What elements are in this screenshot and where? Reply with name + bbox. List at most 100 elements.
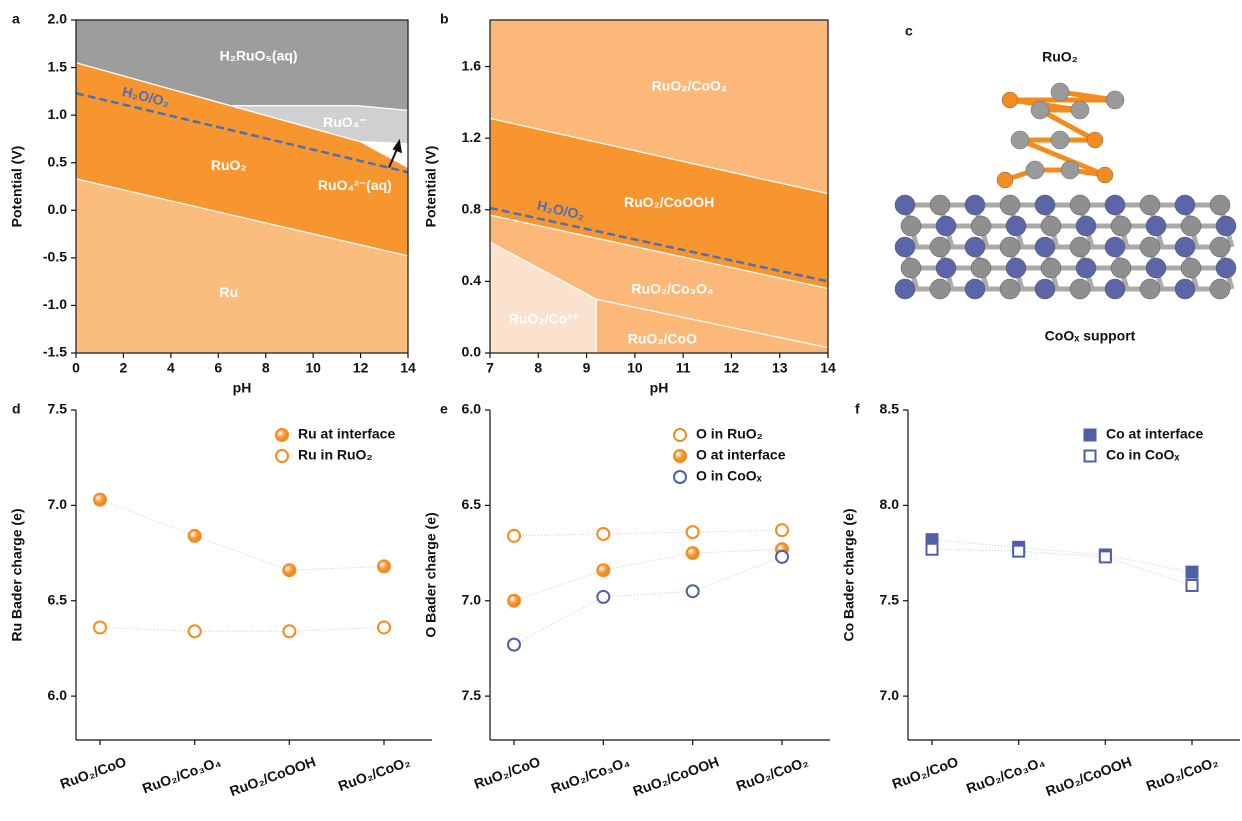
x-tick-label: 7 (486, 360, 494, 376)
y-tick-label: 1.0 (48, 106, 68, 122)
atom (1181, 258, 1201, 278)
atom (965, 237, 985, 257)
series-line (932, 540, 1192, 572)
legend-label: O in CoOₓ (696, 468, 763, 484)
atom (1051, 131, 1069, 149)
x-tick-label: 0 (72, 360, 80, 376)
x-tick-label: 8 (534, 360, 542, 376)
figure: H₂RuO₅(aq)RuO₄⁻RuO₄²⁻(aq)RuO₂RuH₂O/O₂024… (0, 0, 1242, 821)
region-label: RuO₂/Co₃O₄ (631, 280, 713, 296)
y-tick-label: 7.5 (48, 401, 68, 417)
x-tick-label: 14 (400, 360, 416, 376)
y-tick-label: 7.5 (880, 591, 900, 607)
atom (1210, 279, 1230, 299)
x-axis-title: pH (233, 380, 252, 396)
x-tick-label: RuO₂/CoO₂ (336, 753, 412, 794)
atom (936, 216, 956, 236)
marker (283, 625, 295, 637)
atom (1031, 101, 1049, 119)
y-axis-title: O Bader charge (e) (423, 512, 439, 637)
atom (1146, 216, 1166, 236)
atom (895, 195, 915, 215)
atom (1070, 195, 1090, 215)
marker (378, 621, 390, 633)
legend-entry: Ru at interface (276, 426, 395, 442)
legend-entry: Ru in RuO₂ (276, 447, 373, 463)
atom (1216, 258, 1236, 278)
panel-letter: b (440, 11, 449, 27)
atom (901, 258, 921, 278)
x-tick-label: 4 (167, 360, 175, 376)
atom (1097, 167, 1113, 183)
panel-letter: f (855, 401, 860, 417)
region-label: RuO₂ (211, 157, 247, 173)
y-tick-label: 6.0 (462, 401, 482, 417)
y-tick-label: 0.0 (462, 344, 482, 360)
marker (508, 639, 520, 651)
marker (1187, 567, 1198, 578)
series-line (100, 627, 384, 631)
structure-illustration (895, 83, 1236, 299)
y-tick-label: 1.2 (462, 129, 482, 145)
atom (1061, 161, 1079, 179)
legend-label: O at interface (696, 447, 786, 463)
series-line (932, 549, 1192, 585)
atom (930, 279, 950, 299)
y-tick-label: -1.5 (43, 344, 67, 360)
x-tick-label: 9 (583, 360, 591, 376)
atom (1106, 91, 1124, 109)
atom (997, 172, 1013, 188)
atom (1181, 216, 1201, 236)
atom (1216, 216, 1236, 236)
y-tick-label: 6.5 (48, 591, 68, 607)
atom (1087, 132, 1103, 148)
marker (94, 494, 106, 506)
y-tick-label: 1.6 (462, 57, 482, 73)
x-tick-label: 2 (120, 360, 128, 376)
region-label: RuO₂/CoOOH (624, 194, 714, 210)
y-tick-label: 0.5 (48, 153, 68, 169)
marker (189, 530, 201, 542)
y-tick-label: 2.0 (48, 11, 68, 27)
y-tick-label: 7.0 (880, 687, 900, 703)
atom (930, 195, 950, 215)
y-tick-label: 7.5 (462, 687, 482, 703)
x-tick-label: RuO₂/CoO₂ (1144, 753, 1220, 794)
atom (1000, 195, 1020, 215)
atom (1175, 237, 1195, 257)
atom (965, 195, 985, 215)
series-line (514, 530, 782, 536)
y-tick-label: 1.5 (48, 58, 68, 74)
x-tick-label: RuO₂/CoOOH (631, 753, 721, 799)
region-label: H₂RuO₅(aq) (220, 47, 298, 63)
marker (674, 429, 686, 441)
atom (1041, 258, 1061, 278)
x-tick-label: 12 (353, 360, 369, 376)
marker (1187, 580, 1198, 591)
y-tick-label: 0.0 (48, 201, 68, 217)
marker (283, 564, 295, 576)
atom (1105, 195, 1125, 215)
marker (927, 544, 938, 555)
x-tick-label: 13 (772, 360, 788, 376)
atom (1210, 195, 1230, 215)
y-tick-label: -1.0 (43, 296, 67, 312)
legend-label: Ru in RuO₂ (298, 447, 373, 463)
y-tick-label: 8.5 (880, 401, 900, 417)
atom (1140, 279, 1160, 299)
y-tick-label: 0.4 (462, 272, 482, 288)
atom (1076, 216, 1096, 236)
atom (971, 216, 991, 236)
y-axis-title: Potential (V) (9, 146, 25, 228)
y-axis-title: Co Bader charge (e) (841, 508, 857, 641)
marker (674, 471, 686, 483)
x-tick-label: RuO₂/CoO (472, 753, 543, 792)
marker (189, 625, 201, 637)
atom (1175, 279, 1195, 299)
atom (1035, 195, 1055, 215)
atom (1210, 237, 1230, 257)
marker (276, 450, 288, 462)
marker (508, 595, 520, 607)
atom (1051, 83, 1069, 101)
atom (1006, 216, 1026, 236)
